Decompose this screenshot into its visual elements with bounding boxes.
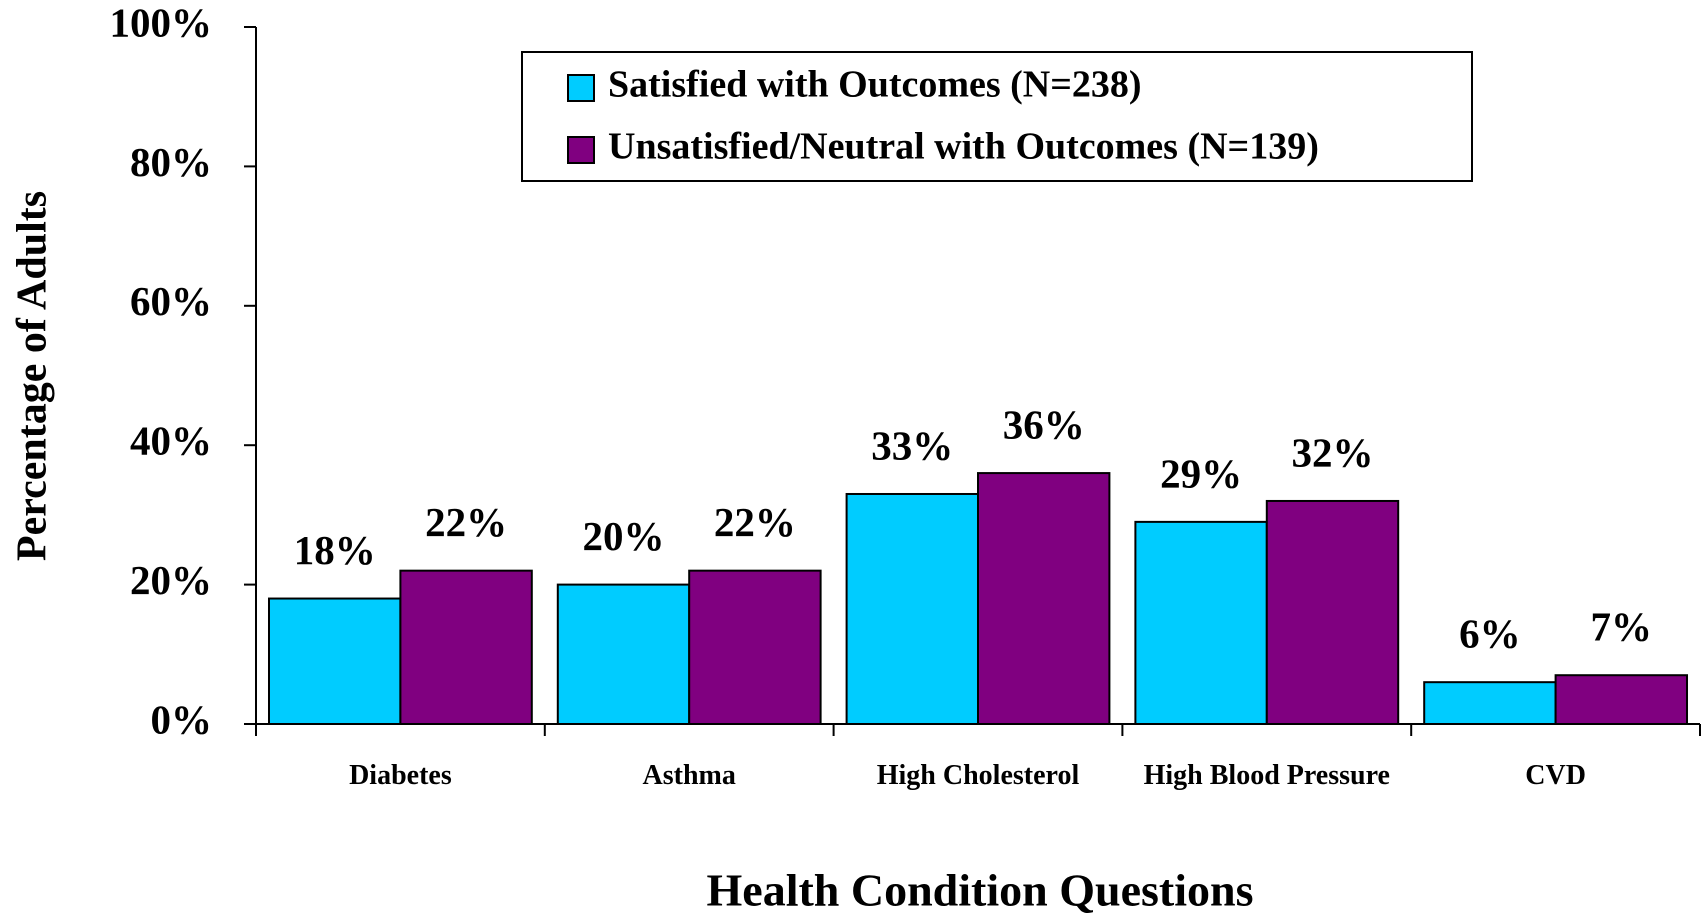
bar — [399, 569, 533, 725]
bar — [267, 597, 402, 725]
data-label: 22% — [714, 499, 796, 545]
x-axis-title: Health Condition Questions — [707, 865, 1254, 916]
bar — [688, 569, 822, 725]
bar — [977, 472, 1111, 725]
x-tick-label-line: Asthma — [643, 760, 736, 791]
data-label: 18% — [294, 527, 376, 573]
legend-label: Satisfied with Outcomes (N=238) — [608, 64, 1142, 106]
data-label: 33% — [871, 422, 953, 468]
bar — [845, 492, 980, 725]
bar — [1265, 499, 1400, 725]
bar — [1554, 674, 1689, 726]
y-tick-label: 100% — [110, 0, 213, 45]
data-label: 22% — [425, 499, 507, 545]
y-tick-label: 40% — [130, 418, 212, 464]
bar — [1423, 681, 1557, 725]
x-tick-label: Asthma — [643, 760, 736, 791]
data-label: 32% — [1292, 429, 1374, 475]
x-tick-label-line: Diabetes — [349, 760, 452, 791]
y-tick-label: 20% — [130, 557, 212, 603]
x-tick-label: High Blood Pressure — [1144, 760, 1390, 791]
legend-swatch — [567, 136, 595, 164]
data-label: 7% — [1591, 604, 1653, 650]
data-label: 20% — [582, 513, 664, 559]
data-label: 6% — [1459, 611, 1521, 657]
bar — [556, 583, 691, 725]
data-label: 36% — [1003, 401, 1085, 447]
bar — [1134, 520, 1268, 725]
x-tick-label-line: High Blood Pressure — [1144, 760, 1390, 791]
data-label: 29% — [1160, 450, 1242, 496]
y-axis-title: Percentage of Adults — [10, 191, 56, 561]
y-tick-label: 0% — [151, 696, 213, 742]
x-tick-label: CVD — [1525, 760, 1586, 791]
legend-box — [521, 51, 1473, 182]
y-tick-label: 60% — [130, 278, 212, 324]
y-tick-label: 80% — [130, 139, 212, 185]
legend-swatch — [567, 74, 595, 102]
x-tick-label: High Cholesterol — [877, 760, 1080, 791]
legend-label: Unsatisfied/Neutral with Outcomes (N=139… — [608, 126, 1319, 168]
x-tick-label-line: CVD — [1525, 760, 1586, 791]
x-tick-label: Diabetes — [349, 760, 452, 791]
x-tick-label-line: High Cholesterol — [877, 760, 1080, 791]
